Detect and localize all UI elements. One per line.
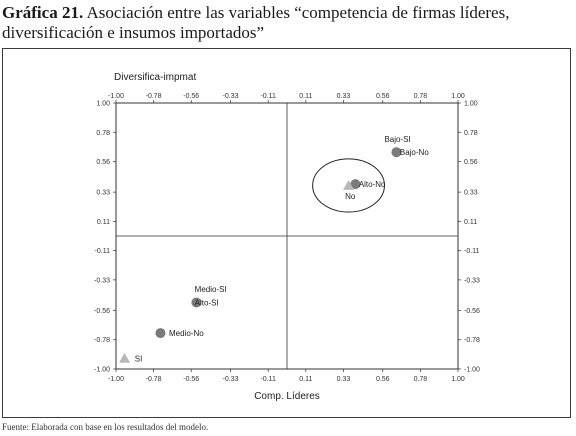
point-label: Alto-No (359, 180, 386, 189)
highlight-ellipse (312, 158, 385, 213)
y-tick-label-left: 0.11 (97, 219, 110, 226)
point-label: Bajo-No (400, 148, 429, 157)
x-tick-label-top: -0.78 (146, 93, 162, 100)
y-tick-label-left: 0.56 (96, 159, 110, 166)
circle-point (350, 179, 361, 190)
x-tick-label-bottom: 0.11 (299, 376, 312, 383)
x-tick-label-top: 0.33 (337, 93, 351, 100)
figure-caption: Asociación entre las variables “competen… (2, 3, 510, 42)
y-tick-label-left: 1.00 (96, 101, 110, 108)
x-tick-label-top: 0.78 (414, 93, 428, 100)
x-tick-label-top: -1.00 (108, 93, 124, 100)
x-tick-label-top: -0.56 (183, 93, 199, 100)
y-tick-label-right: -0.33 (464, 277, 480, 284)
point-label: Bajo-SI (384, 135, 410, 144)
x-tick-label-bottom: -0.33 (223, 376, 239, 383)
x-tick-label-top: -0.33 (223, 93, 239, 100)
y-tick-label-right: 0.56 (464, 159, 478, 166)
y-tick-label-right: -0.11 (464, 248, 480, 255)
source-note: Fuente: Elaborada con base en los result… (2, 422, 209, 432)
x-tick-label-bottom: 0.33 (337, 376, 351, 383)
y-tick-label-left: -0.11 (95, 248, 111, 255)
y-tick-label-right: 0.33 (464, 190, 478, 197)
x-axis-title: Comp. Líderes (254, 391, 320, 402)
point-label: Medio-No (169, 329, 204, 338)
triangle-point (343, 179, 355, 190)
y-tick-label-left: 0.78 (96, 130, 110, 137)
figure-number: Gráfica 21. (2, 3, 84, 22)
figure-title: Gráfica 21. Asociación entre las variabl… (2, 3, 570, 43)
circle-point (391, 147, 402, 158)
y-tick-label-right: 0.78 (464, 130, 478, 137)
x-tick-label-bottom: -0.78 (146, 376, 162, 383)
x-tick-label-bottom: -0.11 (260, 376, 276, 383)
point-label: Alto-SI (195, 299, 219, 308)
y-axis-title: Diversifica-impmat (114, 72, 196, 83)
y-tick-label-right: -0.78 (464, 337, 480, 344)
y-tick-label-right: -1.00 (464, 367, 480, 374)
chart-frame (2, 48, 571, 418)
circle-point (191, 297, 202, 308)
x-tick-label-bottom: -1.00 (108, 376, 124, 383)
y-tick-label-right: -0.56 (464, 308, 480, 315)
x-tick-label-top: 1.00 (451, 93, 465, 100)
y-tick-label-right: 0.11 (464, 219, 477, 226)
y-tick-label-left: -0.33 (94, 277, 110, 284)
y-tick-label-left: -0.56 (94, 308, 110, 315)
x-tick-label-top: -0.11 (260, 93, 276, 100)
point-label: No (345, 192, 356, 201)
y-tick-label-right: 1.00 (464, 101, 478, 108)
y-tick-label-left: -1.00 (94, 367, 110, 374)
point-label: SI (135, 354, 143, 363)
x-tick-label-bottom: 0.78 (414, 376, 428, 383)
x-tick-label-top: 0.11 (299, 93, 312, 100)
y-tick-label-left: 0.33 (96, 190, 110, 197)
x-tick-label-bottom: 0.56 (376, 376, 390, 383)
triangle-point (119, 352, 131, 363)
y-tick-label-left: -0.78 (94, 337, 110, 344)
x-tick-label-bottom: 1.00 (451, 376, 465, 383)
point-label: Medio-SI (195, 285, 227, 294)
x-tick-label-top: 0.56 (376, 93, 390, 100)
x-tick-label-bottom: -0.56 (183, 376, 199, 383)
circle-point (155, 328, 166, 339)
